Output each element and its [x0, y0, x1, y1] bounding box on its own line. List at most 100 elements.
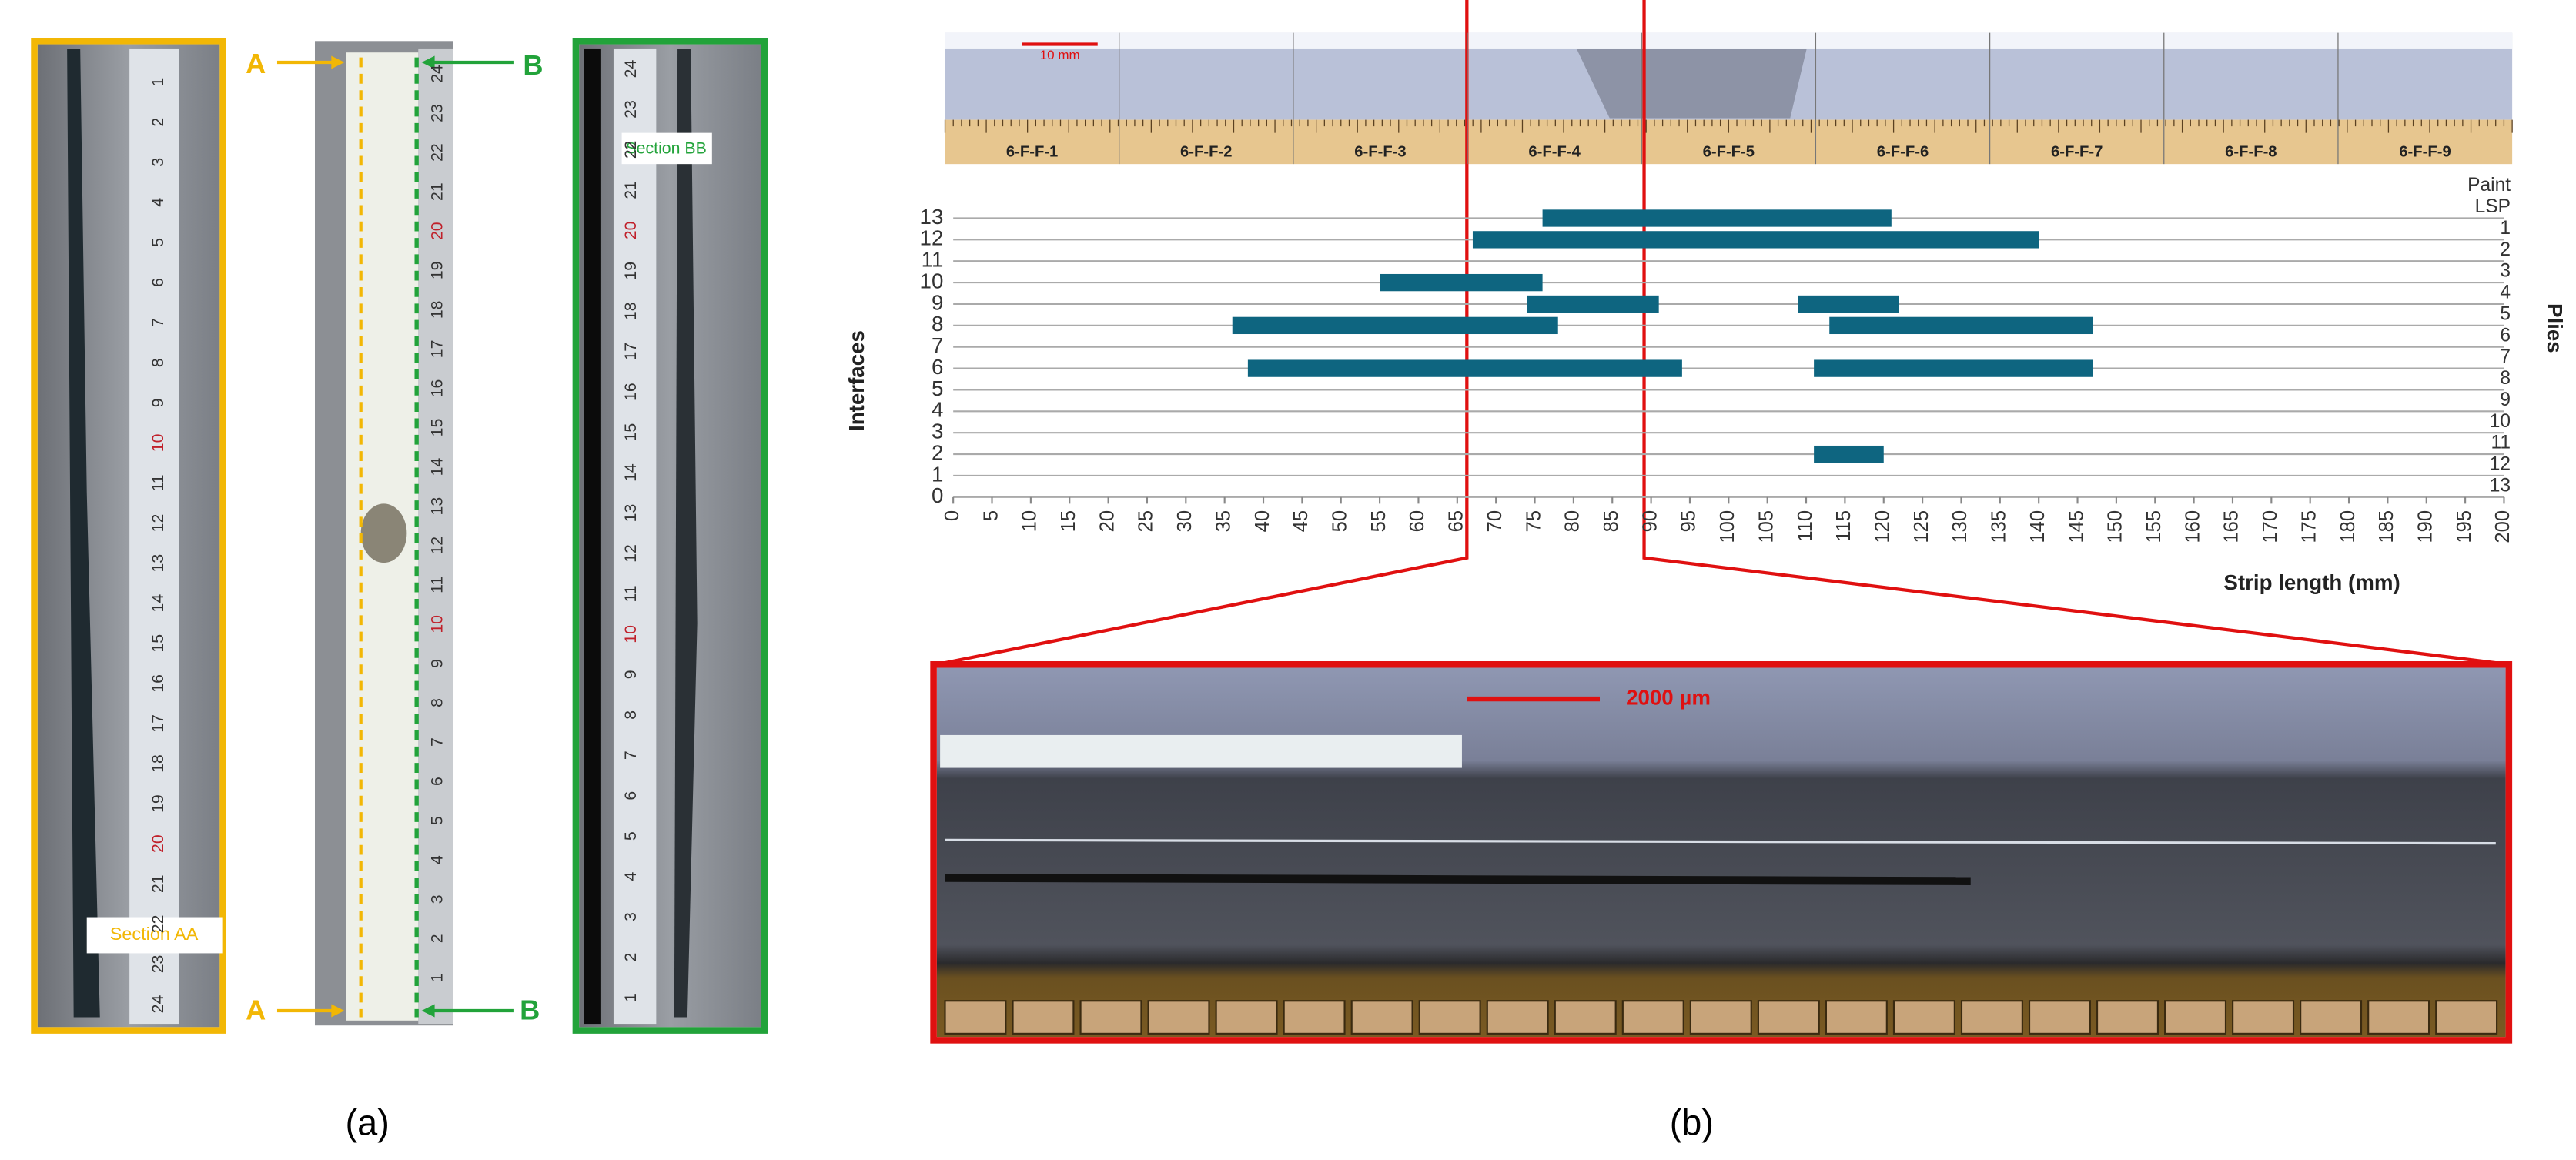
- ruler-number: 1: [427, 973, 446, 982]
- ruler-number: 7: [427, 737, 446, 747]
- x-tick-label: 95: [1678, 510, 1700, 532]
- ruler-number: 14: [427, 458, 446, 476]
- ruler-number: 10: [149, 433, 167, 452]
- ruler-number: 15: [149, 634, 167, 653]
- ruler-number: 7: [621, 750, 640, 760]
- ruler-square: [2435, 1000, 2498, 1035]
- ruler-number: 15: [621, 423, 640, 442]
- ruler-number: 20: [621, 221, 640, 239]
- strip-label: 6-F-F-7: [2051, 144, 2103, 161]
- photo-specimen: [276, 41, 514, 1026]
- ruler-number: 2: [621, 953, 640, 962]
- ruler-number: 23: [621, 100, 640, 119]
- y2-tick-label: 1: [2500, 218, 2511, 239]
- x-tick-label: 30: [1174, 510, 1196, 532]
- delamination-bar: [1798, 295, 1899, 313]
- y-tick-label: 5: [932, 376, 943, 400]
- ruler-square: [1079, 1000, 1142, 1035]
- zoom-lines: [936, 0, 2510, 667]
- ruler-number: 4: [149, 198, 167, 207]
- ruler-number: 10: [621, 625, 640, 644]
- ruler-number: 13: [149, 554, 167, 573]
- y2-tick-label: 5: [2500, 303, 2511, 324]
- ruler-number: 24: [427, 65, 446, 83]
- x-tick-label: 140: [2027, 510, 2049, 543]
- x-tick-label: 35: [1213, 510, 1234, 532]
- ruler-number: 12: [427, 537, 446, 555]
- photo-section-aa: [31, 38, 226, 1034]
- delamination-bar: [1472, 231, 2039, 249]
- strip-label: 6-F-F-5: [1703, 144, 1755, 161]
- y2-tick-label: LSP: [2475, 196, 2511, 217]
- ruler-number: 3: [427, 894, 446, 904]
- ruler-number: 6: [621, 791, 640, 801]
- y-tick-label: 1: [932, 462, 943, 486]
- x-axis-title: Strip length (mm): [2223, 570, 2400, 594]
- ruler-number: 22: [149, 914, 167, 933]
- delamination-bar: [1829, 316, 2093, 335]
- strip-label: 6-F-F-6: [1877, 144, 1929, 161]
- x-tick-label: 25: [1136, 510, 1157, 532]
- ruler-number: 18: [621, 302, 640, 320]
- x-tick-label: 200: [2492, 510, 2514, 543]
- x-tick-label: 160: [2182, 510, 2203, 543]
- ruler-square: [944, 1000, 1007, 1035]
- ruler-square: [1418, 1000, 1481, 1035]
- x-tick-label: 115: [1833, 510, 1855, 542]
- ruler-number: 8: [621, 710, 640, 720]
- strip-label: 6-F-F-2: [1180, 144, 1232, 161]
- ruler-number: 9: [149, 398, 167, 407]
- x-tick-label: 15: [1058, 510, 1079, 532]
- y-tick-label: 2: [932, 440, 943, 464]
- ruler-square: [1689, 1000, 1752, 1035]
- ruler-number: 19: [621, 262, 640, 280]
- y-axis-title: Interfaces: [845, 330, 868, 431]
- ruler-number: 9: [427, 659, 446, 668]
- y-tick-label: 4: [932, 398, 943, 422]
- ruler-square: [1486, 1000, 1549, 1035]
- x-tick-label: 90: [1639, 510, 1661, 532]
- y-tick-label: 7: [932, 333, 943, 357]
- scale-label: 2000 µm: [1626, 685, 1711, 709]
- ruler-number: 21: [427, 182, 446, 201]
- x-tick-label: 190: [2415, 510, 2437, 543]
- y2-tick-label: 3: [2500, 261, 2511, 282]
- x-tick-label: 195: [2454, 510, 2475, 543]
- ruler-number: 22: [427, 143, 446, 162]
- x-tick-label: 170: [2260, 510, 2281, 543]
- micrograph: [930, 661, 2513, 1044]
- ruler-number: 16: [149, 674, 167, 693]
- ruler-number: 13: [621, 504, 640, 523]
- ruler-square: [1147, 1000, 1210, 1035]
- ruler-number: 14: [149, 594, 167, 613]
- ruler-square: [2096, 1000, 2159, 1035]
- ruler-number: 5: [427, 816, 446, 825]
- ruler-number: 8: [427, 698, 446, 707]
- ruler-square: [1350, 1000, 1413, 1035]
- ruler-square: [2232, 1000, 2295, 1035]
- section-label: Section AA: [110, 924, 199, 944]
- marker: A: [246, 48, 266, 79]
- ruler-number: 4: [427, 855, 446, 864]
- x-tick-label: 120: [1872, 510, 1893, 543]
- ruler-number: 1: [621, 993, 640, 1002]
- x-tick-label: 125: [1911, 510, 1932, 543]
- ruler-number: 2: [427, 934, 446, 943]
- y2-tick-label: Paint: [2467, 175, 2511, 196]
- ruler-number: 17: [427, 340, 446, 359]
- y2-tick-label: 13: [2490, 475, 2511, 496]
- x-tick-label: 55: [1368, 510, 1390, 532]
- x-tick-label: 155: [2143, 510, 2165, 543]
- strip-label: 6-F-F-1: [1006, 144, 1058, 161]
- y-tick-label: 8: [932, 312, 943, 336]
- ruler-square: [1757, 1000, 1820, 1035]
- y-tick-label: 0: [932, 483, 943, 507]
- x-tick-label: 105: [1755, 510, 1777, 543]
- x-tick-label: 145: [2066, 510, 2087, 543]
- y-tick-label: 13: [920, 205, 944, 229]
- ruler-number: 15: [427, 419, 446, 437]
- ruler-number: 6: [149, 278, 167, 287]
- ruler-number: 14: [621, 463, 640, 482]
- ruler-square: [1554, 1000, 1617, 1035]
- x-tick-label: 85: [1601, 510, 1622, 532]
